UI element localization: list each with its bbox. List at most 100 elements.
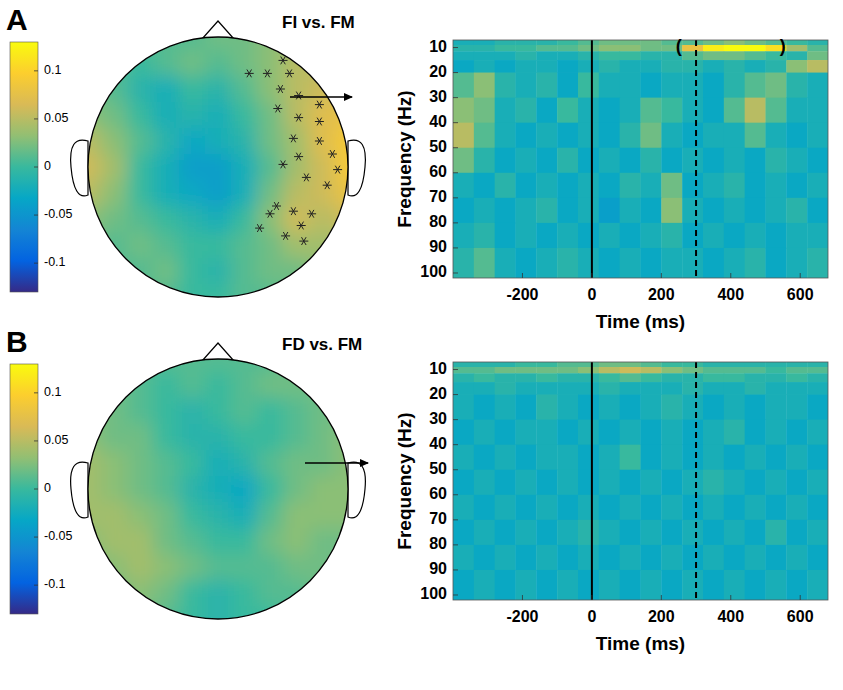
heatmap-cell	[786, 60, 807, 73]
heatmap-cell	[453, 373, 474, 382]
heatmap-cell	[536, 570, 557, 600]
x-tick	[800, 273, 801, 278]
heatmap-cell	[745, 73, 766, 98]
y-tick-label: 100	[420, 263, 447, 280]
heatmap-cell	[474, 395, 495, 420]
heatmap-cell	[495, 395, 516, 420]
topomap-cell	[231, 128, 258, 155]
y-tick	[453, 247, 458, 248]
topomap-cell	[309, 180, 336, 207]
heatmap-cell	[578, 248, 599, 278]
heatmap-cell	[516, 373, 537, 382]
topomap-cell	[153, 284, 180, 351]
heatmap-cell	[641, 420, 662, 445]
heatmap-cell	[682, 73, 703, 98]
x-tick-label: 600	[787, 286, 814, 303]
topomap-cell	[283, 528, 310, 555]
heatmap-cell	[536, 45, 557, 52]
heatmap-cell	[682, 545, 703, 570]
heatmap-cell	[516, 570, 537, 600]
heatmap-cell	[453, 420, 474, 445]
heatmap-cell	[474, 373, 495, 382]
electrode-marker	[333, 166, 342, 174]
topomap-cell	[153, 76, 180, 103]
heatmap-cell	[578, 470, 599, 495]
heatmap-cell	[807, 570, 828, 600]
heatmap-cell	[536, 420, 557, 445]
heatmap-cell	[578, 373, 599, 382]
heatmap-cell	[745, 367, 766, 374]
topomap-cell	[35, 528, 102, 555]
x-tick	[661, 273, 662, 278]
colorbar-tick-label: -0.1	[44, 255, 66, 269]
heatmap-cell	[766, 248, 787, 278]
heatmap-cell	[724, 367, 745, 374]
topomap-cell	[179, 258, 206, 285]
annotation: )	[780, 36, 786, 56]
x-tick	[591, 595, 592, 600]
topomap-cell	[153, 424, 180, 451]
topomap-cell	[153, 372, 180, 399]
heatmap-cell	[641, 395, 662, 420]
heatmap-cell	[703, 495, 724, 520]
heatmap-cell	[620, 45, 641, 52]
heatmap-cell	[578, 51, 599, 60]
y-tick-label: 50	[429, 460, 447, 477]
topomap-cell	[35, 128, 102, 155]
heatmap-cell	[766, 223, 787, 248]
heatmap-cell	[453, 395, 474, 420]
heatmap-cell	[578, 45, 599, 52]
heatmap-cell	[641, 60, 662, 73]
heatmap-cell	[516, 223, 537, 248]
heatmap-cell	[516, 40, 537, 45]
heatmap-cell	[453, 520, 474, 545]
heatmap-cell	[495, 123, 516, 148]
heatmap-cell	[557, 248, 578, 278]
heatmap-cell	[766, 98, 787, 123]
heatmap-cell	[495, 570, 516, 600]
heatmap-cell	[641, 73, 662, 98]
heatmap-cell	[661, 367, 682, 374]
topomap-cell	[101, 476, 128, 503]
topomap-cell	[257, 450, 284, 477]
topomap-cell	[35, 258, 102, 285]
heatmap-cell	[766, 123, 787, 148]
y-tick-label: 60	[429, 485, 447, 502]
heatmap-cell	[641, 470, 662, 495]
heatmap-panel: 102030405060708090100-2000200400600Time …	[394, 36, 828, 332]
topomap-cell	[179, 0, 206, 51]
colorbar-tick-label: -0.1	[44, 577, 66, 591]
heatmap-cell	[620, 470, 641, 495]
topomap-cell	[335, 206, 402, 233]
heatmap-cell	[474, 40, 495, 45]
heatmap-cell	[807, 248, 828, 278]
y-axis-title: Frequency (Hz)	[394, 412, 415, 549]
heatmap-cell	[620, 545, 641, 570]
heatmap-cell	[786, 148, 807, 173]
topomap-cells	[35, 0, 402, 351]
colorbar-tick	[34, 440, 38, 441]
topomap-cell	[231, 206, 258, 233]
topomap-cell	[335, 50, 402, 77]
x-tick-label: 200	[648, 608, 675, 625]
heatmap-cell	[620, 123, 641, 148]
topomap-cell	[309, 102, 336, 129]
y-tick	[453, 544, 458, 545]
heatmap-cell	[766, 520, 787, 545]
heatmap-cell	[682, 373, 703, 382]
topomap-cell	[205, 502, 232, 529]
heatmap-cell	[453, 445, 474, 470]
topomap-cell	[179, 476, 206, 503]
heatmap-cell	[474, 248, 495, 278]
topomap-cell	[231, 372, 258, 399]
heatmap-cell	[516, 198, 537, 223]
annotation: (	[676, 36, 682, 56]
topomap-cell	[283, 306, 310, 373]
topomap-cell	[257, 180, 284, 207]
heatmap-cell	[786, 382, 807, 395]
heatmap-cell	[786, 495, 807, 520]
topomap-cell	[127, 306, 154, 373]
y-tick-label: 70	[429, 510, 447, 527]
topomap-cell	[257, 606, 284, 673]
colorbar-tick	[34, 118, 38, 119]
